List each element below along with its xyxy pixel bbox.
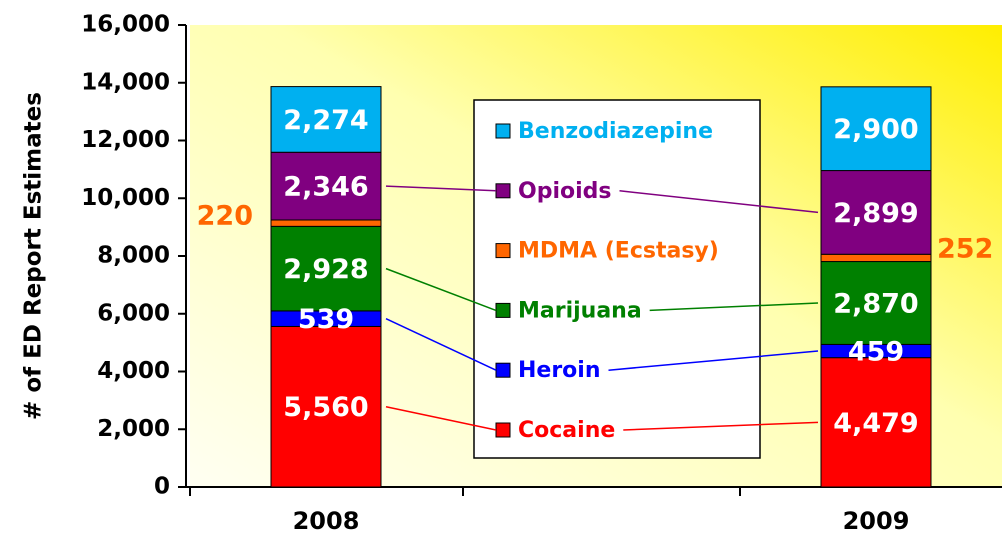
y-tick-label: 0 xyxy=(154,474,170,500)
value-label: 252 xyxy=(937,233,993,264)
y-tick-label: 14,000 xyxy=(81,69,170,95)
bar-segment xyxy=(820,261,932,345)
legend-swatch xyxy=(495,422,511,438)
legend-swatch xyxy=(495,123,511,139)
legend-label: Opioids xyxy=(518,179,612,204)
y-tick-label: 16,000 xyxy=(81,12,170,38)
legend-swatch xyxy=(495,302,511,318)
y-tick-label: 8,000 xyxy=(97,243,170,269)
leader-line xyxy=(385,405,497,431)
bar-segment xyxy=(270,225,382,312)
y-tick-label: 2,000 xyxy=(97,416,170,442)
y-tick-label: 6,000 xyxy=(97,300,170,326)
bar-segment xyxy=(270,219,382,227)
value-label: 4,479 xyxy=(833,408,918,439)
value-label: 539 xyxy=(298,304,354,335)
bar-segment xyxy=(820,86,932,172)
y-tick-label: 12,000 xyxy=(81,127,170,153)
value-label: 5,560 xyxy=(283,392,368,423)
value-label: 220 xyxy=(197,201,253,232)
leader-line xyxy=(385,185,497,192)
x-tick-label: 2009 xyxy=(843,507,910,535)
overlay: 5,560 539 2,928 220 2,346 2,274 4,479 459 2,870 2… xyxy=(197,105,994,443)
x-tick-label: 2008 xyxy=(293,507,360,535)
leader-line xyxy=(619,190,819,214)
legend-label: MDMA (Ecstasy) xyxy=(518,239,719,264)
bar-segment xyxy=(820,253,932,263)
value-label: 2,900 xyxy=(833,114,918,145)
legend-label: Benzodiazepine xyxy=(518,119,713,144)
legend-swatch xyxy=(495,362,511,378)
leader-line xyxy=(385,317,497,371)
legend-swatch xyxy=(495,243,511,259)
bar-segment xyxy=(270,151,382,221)
y-tick-label: 4,000 xyxy=(97,358,170,384)
value-label: 2,899 xyxy=(833,198,918,229)
leader-line xyxy=(649,302,819,312)
bar-segment xyxy=(820,170,932,255)
y-tick-label: 10,000 xyxy=(81,185,170,211)
legend-label: Cocaine xyxy=(518,418,615,443)
value-label: 2,274 xyxy=(283,105,368,136)
bar-segment xyxy=(270,325,382,488)
legend-swatch xyxy=(495,183,511,199)
value-label: 459 xyxy=(848,337,904,368)
value-label: 2,870 xyxy=(833,288,918,319)
marks: 0 2,000 4,000 6,000 8,000 10,000 12,000 14,000 1… xyxy=(81,12,932,535)
y-axis-title: # of ED Report Estimates xyxy=(21,92,47,420)
leader-line xyxy=(608,350,819,371)
legend-label: Heroin xyxy=(518,358,601,383)
leader-line xyxy=(623,421,819,431)
legend-label: Marijuana xyxy=(518,298,642,323)
value-label: 2,346 xyxy=(283,172,368,203)
bar-segment xyxy=(270,86,382,153)
leader-line xyxy=(385,267,497,312)
value-label: 2,928 xyxy=(283,254,368,285)
legend xyxy=(473,99,761,459)
